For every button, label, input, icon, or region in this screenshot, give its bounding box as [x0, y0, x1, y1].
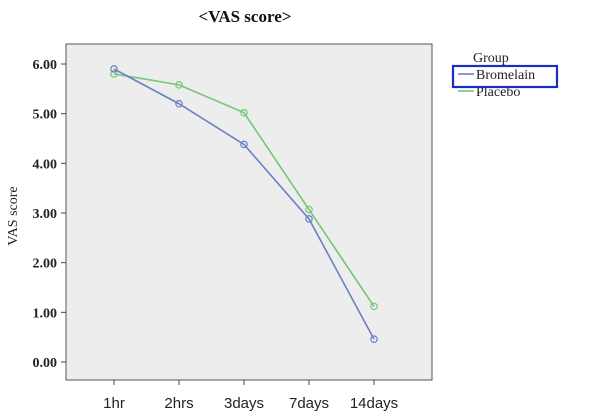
chart-title: <VAS score> — [199, 7, 292, 26]
data-point-placebo — [305, 205, 313, 214]
y-tick-label: 5.00 — [33, 108, 58, 123]
series-line-bromelain — [113, 68, 375, 340]
x-tick-label: 7days — [289, 395, 329, 412]
data-point-bromelain — [305, 215, 313, 223]
legend: Group Bromelain Placebo — [451, 51, 559, 100]
y-tick-label: 1.00 — [33, 306, 58, 321]
y-tick-label: 2.00 — [33, 257, 58, 272]
series-placebo — [110, 70, 378, 311]
y-tick-label: 0.00 — [33, 356, 58, 371]
legend-label-placebo: Placebo — [476, 85, 520, 100]
y-tick-label: 4.00 — [33, 157, 58, 172]
x-tick-label: 1hr — [103, 395, 125, 412]
data-point-placebo — [240, 108, 248, 117]
data-point-placebo — [370, 302, 378, 311]
x-axis: 1hr 2hrs 3days 7days 14days — [103, 380, 398, 412]
x-tick-label: 3days — [224, 395, 264, 412]
series-bromelain — [110, 65, 378, 343]
data-point-bromelain — [110, 65, 118, 73]
x-tick-label: 14days — [350, 395, 398, 412]
series-lines — [110, 65, 378, 343]
y-tick-label: 3.00 — [33, 207, 58, 222]
series-line-placebo — [113, 73, 375, 307]
legend-highlight-box — [451, 64, 559, 89]
data-point-placebo — [175, 81, 183, 89]
y-axis: 0.00 1.00 2.00 3.00 4.00 5.00 6.00 — [33, 58, 66, 371]
legend-label-bromelain: Bromelain — [476, 68, 535, 83]
legend-title: Group — [473, 51, 509, 66]
y-axis-label: VAS score — [6, 186, 21, 245]
x-tick-label: 2hrs — [164, 395, 193, 412]
data-point-placebo — [110, 70, 118, 78]
data-point-bromelain — [240, 140, 248, 149]
plot-area — [65, 43, 433, 381]
y-tick-label: 6.00 — [33, 58, 58, 73]
data-point-bromelain — [370, 335, 378, 343]
data-point-bromelain — [175, 99, 183, 108]
